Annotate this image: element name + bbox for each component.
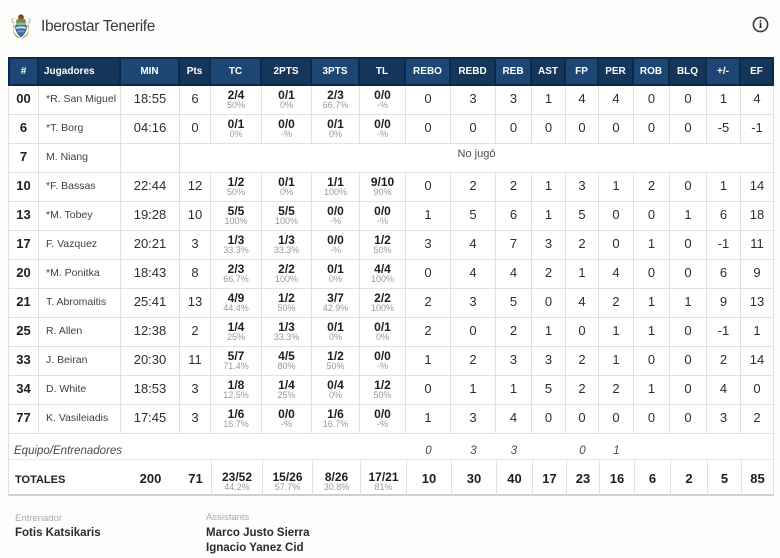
- svg-text:i: i: [759, 19, 763, 31]
